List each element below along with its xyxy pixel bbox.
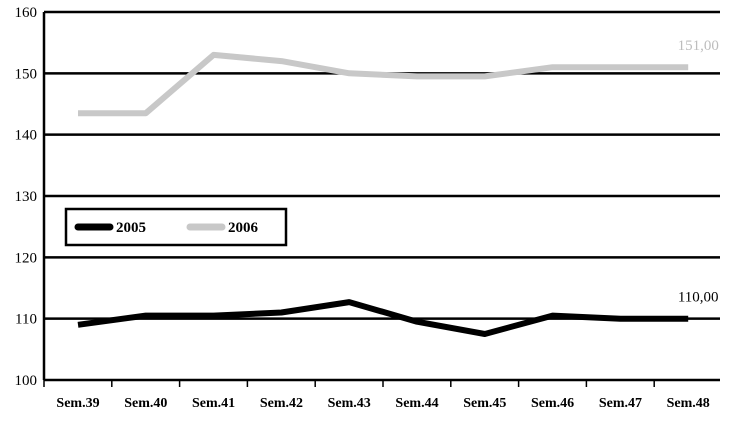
data-label-2006: 151,00	[678, 38, 719, 54]
legend-label-2005: 2005	[116, 220, 146, 236]
x-tick-label-Sem.43: Sem.43	[328, 396, 371, 411]
y-tick-label-160: 160	[15, 5, 38, 21]
y-tick-label-120: 120	[15, 250, 38, 266]
x-tick-label-Sem.46: Sem.46	[531, 396, 574, 411]
legend-label-2006: 2006	[228, 220, 259, 236]
x-tick-label-Sem.42: Sem.42	[260, 396, 303, 411]
x-tick-label-Sem.47: Sem.47	[599, 396, 642, 411]
y-tick-label-130: 130	[15, 189, 38, 205]
axes	[42, 12, 720, 387]
series-line-2006	[78, 51, 689, 117]
series-lines	[77, 51, 689, 337]
series-line-2005	[77, 299, 689, 337]
x-tick-label-Sem.41: Sem.41	[192, 396, 235, 411]
y-tick-label-100: 100	[15, 373, 38, 389]
data-label-2005: 110,00	[678, 290, 719, 306]
gridlines	[44, 10, 720, 320]
x-tick-label-Sem.40: Sem.40	[124, 396, 167, 411]
x-tick-label-Sem.48: Sem.48	[667, 396, 710, 411]
legend: 2005 2006	[64, 207, 288, 247]
x-tick-label-Sem.39: Sem.39	[56, 396, 99, 411]
y-tick-label-110: 110	[15, 312, 37, 328]
tick-labels: 100 110 120 130 140 150 160 Sem.39 Sem.40 Sem.41 S…	[15, 5, 719, 411]
y-tick-label-150: 150	[15, 66, 38, 82]
x-tick-label-Sem.45: Sem.45	[463, 396, 506, 411]
y-tick-label-140: 140	[15, 128, 38, 144]
x-tick-label-Sem.44: Sem.44	[395, 396, 438, 411]
